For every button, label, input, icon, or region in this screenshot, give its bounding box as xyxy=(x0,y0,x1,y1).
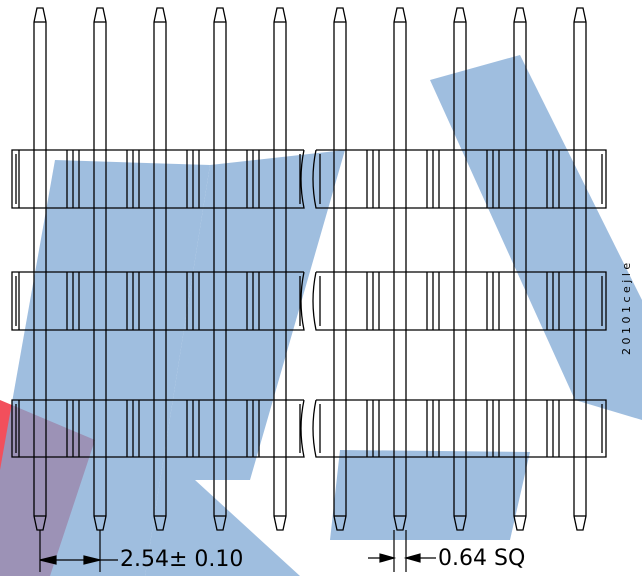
insulator-row-2-segment-1 xyxy=(11,271,305,331)
watermark-blue-stroke-4 xyxy=(430,55,642,420)
pin-size-arrow-right xyxy=(403,553,421,563)
watermark-logo xyxy=(0,55,642,576)
insulator-outline xyxy=(11,271,305,331)
pitch-dimension-label: 2.54± 0.10 xyxy=(120,547,243,572)
side-note-text: 2 0 1 0 1 c e j l e xyxy=(620,263,633,355)
watermark-blue-stroke-2 xyxy=(145,150,345,576)
insulator-bodies xyxy=(11,149,607,458)
insulator-outline xyxy=(11,399,305,458)
pin-size-dimension xyxy=(368,530,436,572)
insulator-row-2-segment-2 xyxy=(312,271,607,331)
insulator-row-3-segment-2 xyxy=(312,399,607,458)
pin-size-arrow-left xyxy=(379,553,397,563)
pitch-arrow-left xyxy=(39,555,57,565)
insulator-outline xyxy=(11,149,305,209)
pitch-arrow-right xyxy=(83,555,101,565)
insulator-row-3-segment-1 xyxy=(11,399,305,458)
watermark-blue-stroke-3 xyxy=(330,450,530,540)
insulator-row-1-segment-1 xyxy=(11,149,305,209)
insulator-outline xyxy=(312,149,607,209)
pitch-dimension xyxy=(39,530,118,572)
pins xyxy=(33,7,587,531)
watermark-blue-stroke-1 xyxy=(0,160,210,576)
insulator-outline xyxy=(312,271,607,331)
pin-size-dimension-label: 0.64 SQ xyxy=(438,546,525,571)
insulator-outline xyxy=(312,399,607,458)
insulator-row-1-segment-2 xyxy=(312,149,607,209)
